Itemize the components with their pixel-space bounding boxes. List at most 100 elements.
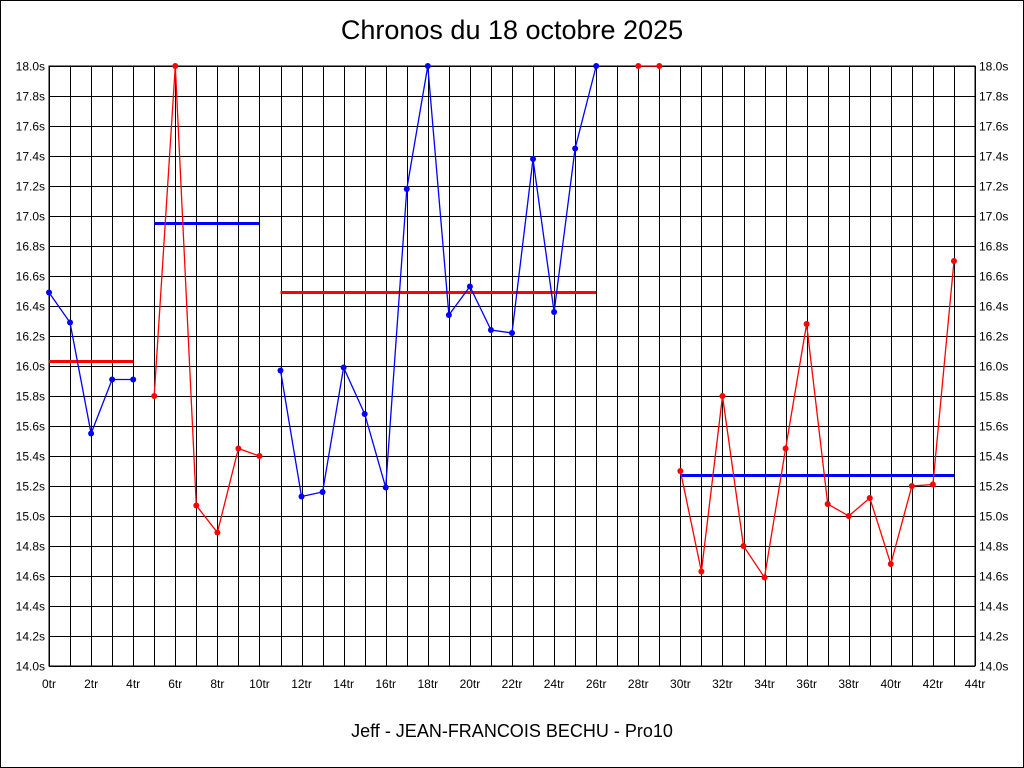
- x-tick-label: 6tr: [168, 677, 182, 691]
- data-point: [319, 489, 326, 495]
- y-tick-label-right: 14.4s: [979, 600, 1008, 614]
- y-tick-label-left: 14.6s: [16, 570, 45, 584]
- data-point: [340, 364, 347, 371]
- data-point: [109, 376, 116, 383]
- data-point: [403, 186, 410, 192]
- data-point: [46, 289, 52, 296]
- data-point: [88, 430, 95, 437]
- y-tick-label-right: 15.6s: [979, 420, 1008, 434]
- data-point: [67, 319, 74, 326]
- x-tick-label: 36tr: [796, 677, 817, 691]
- y-tick-label-left: 17.2s: [16, 180, 45, 194]
- data-point: [782, 445, 789, 452]
- y-tick-label-left: 15.2s: [16, 480, 45, 494]
- series-line: [679, 260, 955, 580]
- y-tick-label-right: 16.4s: [979, 300, 1008, 314]
- y-tick-label-right: 14.0s: [979, 660, 1008, 674]
- y-tick-label-left: 16.2s: [16, 330, 45, 344]
- data-point: [487, 327, 494, 333]
- data-point: [445, 312, 452, 318]
- data-point: [908, 483, 915, 489]
- data-point: [887, 561, 894, 567]
- data-point: [761, 574, 768, 581]
- x-tick-label: 2tr: [84, 677, 98, 691]
- x-tick-label: 8tr: [210, 677, 224, 691]
- x-tick-label: 42tr: [923, 677, 944, 691]
- data-point: [424, 63, 431, 69]
- y-tick-label-right: 15.0s: [979, 510, 1008, 524]
- x-tick-label: 44tr: [965, 677, 986, 691]
- y-tick-label-right: 17.8s: [979, 90, 1008, 104]
- y-tick-label-left: 15.6s: [16, 420, 45, 434]
- y-tick-label-left: 16.0s: [16, 360, 45, 374]
- y-tick-label-right: 14.6s: [979, 570, 1008, 584]
- data-point: [866, 495, 873, 501]
- x-tick-label: 22tr: [502, 677, 523, 691]
- data-point: [803, 321, 810, 327]
- data-point: [845, 513, 852, 519]
- y-tick-label-left: 16.6s: [16, 270, 45, 284]
- y-tick-label-left: 15.0s: [16, 510, 45, 524]
- data-point: [151, 393, 158, 399]
- data-point: [235, 445, 242, 452]
- y-tick-label-right: 17.0s: [979, 210, 1008, 224]
- data-point: [530, 156, 537, 162]
- x-tick-label: 30tr: [670, 677, 691, 691]
- data-point: [656, 63, 663, 69]
- y-tick-label-right: 16.0s: [979, 360, 1008, 374]
- data-point: [172, 63, 179, 69]
- x-tick-label: 20tr: [460, 677, 481, 691]
- data-point: [635, 63, 642, 69]
- series-line: [279, 65, 597, 498]
- y-tick-label-right: 16.6s: [979, 270, 1008, 284]
- x-tick-label: 40tr: [880, 677, 901, 691]
- data-point: [466, 283, 473, 290]
- x-tick-label: 14tr: [333, 677, 354, 691]
- y-tick-label-right: 15.2s: [979, 480, 1008, 494]
- data-point: [361, 411, 368, 417]
- data-point: [551, 309, 558, 315]
- series-line: [153, 65, 260, 534]
- y-tick-label-left: 14.8s: [16, 540, 45, 554]
- y-tick-label-right: 16.8s: [979, 240, 1008, 254]
- x-tick-label: 10tr: [249, 677, 270, 691]
- x-tick-label: 16tr: [375, 677, 396, 691]
- x-tick-label: 4tr: [126, 677, 140, 691]
- y-tick-label-right: 15.8s: [979, 390, 1008, 404]
- data-point: [382, 484, 389, 491]
- x-tick-label: 24tr: [544, 677, 565, 691]
- y-tick-label-right: 18.0s: [979, 60, 1008, 74]
- y-tick-label-left: 17.6s: [16, 120, 45, 134]
- x-tick-label: 38tr: [838, 677, 859, 691]
- x-tick-label: 26tr: [586, 677, 607, 691]
- chart-subtitle: Jeff - JEAN-FRANCOIS BECHU - Pro10: [351, 721, 673, 741]
- data-point: [130, 376, 137, 383]
- x-tick-label: 34tr: [754, 677, 775, 691]
- data-point: [719, 393, 726, 399]
- y-tick-label-right: 14.8s: [979, 540, 1008, 554]
- x-tick-label: 32tr: [712, 677, 733, 691]
- chart-title: Chronos du 18 octobre 2025: [340, 15, 684, 45]
- y-tick-label-left: 17.4s: [16, 150, 45, 164]
- data-point: [193, 502, 200, 509]
- y-tick-label-left: 14.0s: [16, 660, 45, 674]
- data-point: [824, 501, 831, 507]
- y-tick-label-left: 14.4s: [16, 600, 45, 614]
- y-tick-label-right: 14.2s: [979, 630, 1008, 644]
- data-point: [950, 258, 957, 264]
- x-tick-label: 28tr: [628, 677, 649, 691]
- x-tick-label: 0tr: [42, 677, 56, 691]
- data-point: [740, 543, 747, 549]
- data-point: [677, 468, 684, 474]
- data-point: [929, 481, 936, 488]
- data-point: [214, 529, 221, 536]
- x-tick-label: 12tr: [291, 677, 312, 691]
- y-tick-label-left: 15.4s: [16, 450, 45, 464]
- data-point: [256, 453, 263, 459]
- y-tick-label-right: 15.4s: [979, 450, 1008, 464]
- data-point: [277, 367, 284, 374]
- y-tick-label-left: 15.8s: [16, 390, 45, 404]
- y-tick-label-left: 17.0s: [16, 210, 45, 224]
- data-point: [698, 568, 705, 575]
- y-tick-label-right: 17.2s: [979, 180, 1008, 194]
